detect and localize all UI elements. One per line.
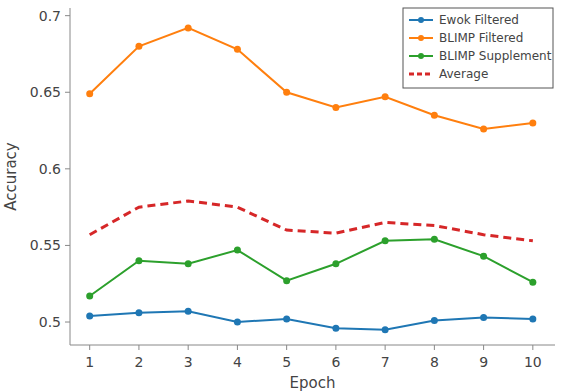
x-tick [89, 345, 90, 350]
series-point [431, 317, 438, 324]
series-point [234, 46, 241, 53]
series-point [185, 308, 192, 315]
x-tick-label: 3 [184, 354, 193, 370]
y-tick [65, 168, 70, 169]
y-tick-label: 0.55 [30, 237, 61, 253]
series-point [283, 277, 290, 284]
series-point [382, 93, 389, 100]
series-line [90, 28, 533, 129]
series-point [283, 315, 290, 322]
series-point [332, 325, 339, 332]
legend-marker [418, 35, 424, 41]
y-tick [65, 245, 70, 246]
chart: 0.5 0.55 0.6 0.65 0.7 1 2 3 4 5 6 7 8 9 10 Epoch Accurac… [0, 0, 562, 392]
legend-swatch [409, 73, 433, 76]
x-tick [532, 345, 533, 350]
series-point [431, 236, 438, 243]
series-point [480, 126, 487, 133]
x-tick-label: 4 [233, 354, 242, 370]
x-tick-label: 1 [85, 354, 94, 370]
x-tick [138, 345, 139, 350]
y-tick [65, 15, 70, 16]
series-point [382, 237, 389, 244]
series-point [234, 247, 241, 254]
series-point [529, 119, 536, 126]
y-tick-label: 0.65 [30, 84, 61, 100]
series-point [332, 260, 339, 267]
x-axis-line [70, 345, 555, 346]
x-tick-label: 5 [282, 354, 291, 370]
legend-label: BLIMP Supplement [439, 49, 552, 63]
series-point [529, 315, 536, 322]
series-point [135, 43, 142, 50]
series-point [431, 112, 438, 119]
legend-marker [418, 17, 424, 23]
series-point [185, 24, 192, 31]
series-line [90, 311, 533, 329]
y-tick-label: 0.7 [39, 8, 61, 24]
x-tick [188, 345, 189, 350]
series-point [135, 257, 142, 264]
x-tick [385, 345, 386, 350]
x-tick [286, 345, 287, 350]
series-point [480, 253, 487, 260]
x-tick-label: 8 [430, 354, 439, 370]
legend-marker [418, 53, 424, 59]
x-tick [483, 345, 484, 350]
series-point [135, 309, 142, 316]
y-tick [65, 92, 70, 93]
y-tick-label: 0.6 [39, 161, 61, 177]
series-point [185, 260, 192, 267]
x-tick-label: 7 [381, 354, 390, 370]
x-axis-label: Epoch [290, 374, 336, 392]
series-point [480, 314, 487, 321]
y-tick-label: 0.5 [39, 314, 61, 330]
legend: Ewok Filtered BLIMP Filtered BLIMP Supplem… [403, 8, 553, 88]
x-tick-label: 6 [331, 354, 340, 370]
x-tick-label: 2 [134, 354, 143, 370]
series-point [382, 326, 389, 333]
series-point [234, 319, 241, 326]
x-tick [434, 345, 435, 350]
series-point [86, 312, 93, 319]
x-tick-label: 9 [479, 354, 488, 370]
series-line [90, 201, 533, 241]
y-tick [65, 322, 70, 323]
y-axis-line [70, 8, 71, 345]
series-line [90, 239, 533, 296]
legend-label: Average [439, 67, 488, 81]
y-axis-label: Accuracy [2, 142, 20, 211]
series-point [86, 292, 93, 299]
legend-box [403, 8, 553, 88]
plot-area [86, 24, 536, 333]
series-point [332, 104, 339, 111]
x-tick [335, 345, 336, 350]
x-tick [237, 345, 238, 350]
series-point [283, 89, 290, 96]
legend-label: BLIMP Filtered [439, 31, 523, 45]
series-point [529, 279, 536, 286]
legend-label: Ewok Filtered [439, 13, 519, 27]
x-tick-label: 10 [524, 354, 542, 370]
series-point [86, 90, 93, 97]
